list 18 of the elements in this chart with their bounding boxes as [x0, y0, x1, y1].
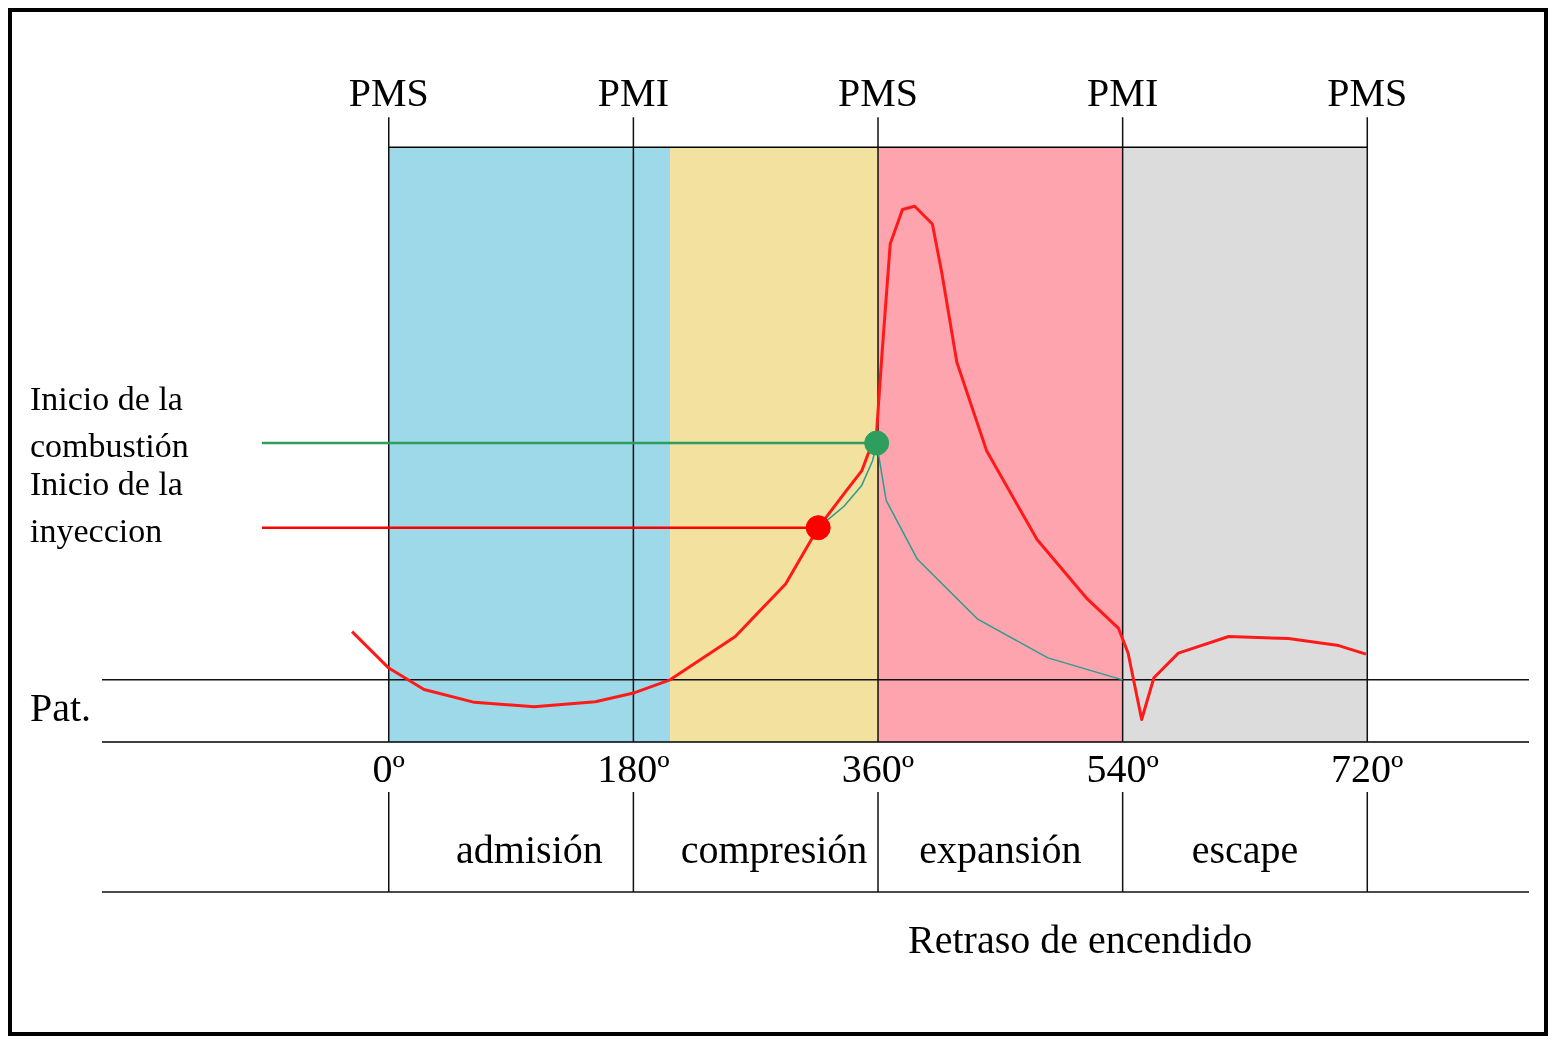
band-label: expansión [919, 826, 1082, 872]
x-tick-label: 0º [372, 745, 405, 791]
band-label: admisión [456, 826, 603, 872]
x-tick-label: 180º [597, 745, 670, 791]
band-label: escape [1191, 826, 1299, 872]
ref-line-label: PMS [837, 69, 919, 115]
text: Retraso de encendido [908, 916, 1253, 962]
ref-line-label: Inicio de la inyeccion [30, 464, 183, 549]
x-tick-label: 720º [1331, 745, 1404, 791]
ref-line-label: Inicio de la combustión [30, 379, 189, 464]
ref-line-label: PMI [597, 69, 669, 115]
ref-line-label: PMI [1087, 69, 1159, 115]
ref-line-label: Pat. [30, 685, 92, 731]
ref-line-label: PMS [348, 69, 429, 115]
x-tick-label: 540º [1086, 745, 1159, 791]
x-tick-label: 360º [841, 745, 915, 791]
band-label: compresión [680, 826, 868, 872]
ref-line-label: PMS [1327, 69, 1408, 115]
